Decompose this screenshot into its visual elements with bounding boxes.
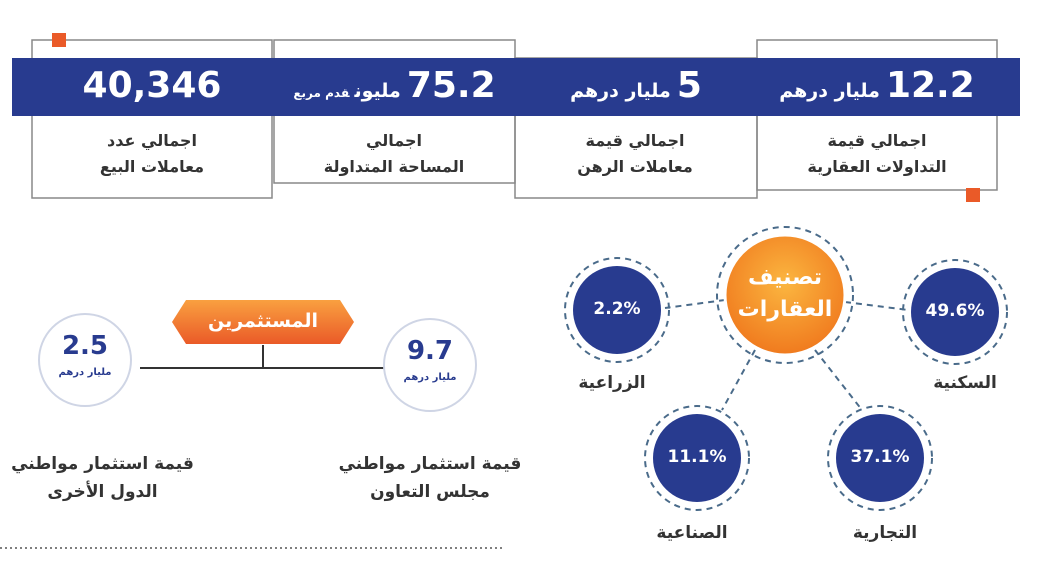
node-value: 2.2%: [593, 299, 641, 319]
stat-unit: مليار درهم: [779, 80, 880, 102]
hub-title-line: العقارات: [737, 297, 833, 322]
stat-box: [31, 39, 273, 199]
stat-label-line: اجمالي: [366, 131, 422, 150]
connector: [844, 301, 909, 311]
investors-badge: [172, 300, 354, 344]
stat-label-line: معاملات الرهن: [577, 157, 693, 176]
stat-label: اجمالي عدد معاملات البيع: [32, 128, 272, 180]
accent-square: [966, 188, 980, 202]
node: [653, 414, 741, 502]
investor-circle: [383, 318, 477, 412]
stat-subunit: قدم مربع: [293, 86, 350, 100]
stat-value-row: 75.2مليون قدم مربع: [262, 60, 527, 112]
node-ring: [902, 259, 1008, 365]
node-label: التجارية: [852, 523, 918, 543]
connector: [814, 349, 863, 411]
node-value: 37.1%: [850, 447, 910, 467]
stat-unit: مليون: [354, 80, 401, 102]
hub-title: تصنيف العقارات: [725, 262, 845, 326]
stat-label-line: معاملات البيع: [99, 157, 205, 176]
investor-unit: مليار درهم: [403, 372, 457, 383]
investor-label: قيمة استثمار مواطني مجلس التعاون: [320, 450, 540, 506]
investor-label-line: الدول الأخرى: [47, 482, 158, 502]
hub: [723, 233, 847, 357]
investor-value: 9.7: [406, 336, 454, 366]
node-ring: [564, 257, 670, 363]
accent-square: [52, 33, 66, 47]
connector: [664, 299, 726, 309]
node-label: الزراعية: [578, 373, 646, 393]
stat-value-row: 5مليار درهم: [515, 60, 757, 112]
stat-label: اجمالي قيمة التداولات العقارية: [757, 128, 997, 180]
investor-label: قيمة استثمار مواطني الدول الأخرى: [0, 450, 205, 506]
investor-unit: مليار درهم: [58, 367, 112, 378]
node: [573, 266, 661, 354]
hub-ring: [716, 226, 854, 364]
stat-label: اجمالي المساحة المتداولة: [274, 128, 514, 180]
stat-label: اجمالي قيمة معاملات الرهن: [515, 128, 755, 180]
investor-label-line: قيمة استثمار مواطني: [338, 454, 522, 474]
investors-title: المستثمرين: [207, 310, 319, 332]
stat-label-line: المساحة المتداولة: [323, 157, 465, 176]
node-label: السكنية: [933, 373, 997, 393]
stat-value: 5: [676, 65, 702, 106]
stat-value: 75.2: [406, 65, 496, 106]
node: [911, 268, 999, 356]
connector: [721, 349, 756, 411]
investor-value: 2.5: [61, 331, 109, 361]
stat-unit: مليار درهم: [570, 80, 671, 102]
stat-label-line: اجمالي قيمة: [827, 131, 927, 150]
node-value: 49.6%: [925, 301, 985, 321]
node-value: 11.1%: [667, 447, 727, 467]
stat-label-line: اجمالي عدد: [107, 131, 197, 150]
stat-value: 40,346: [82, 65, 222, 106]
stat-band: [12, 58, 1020, 116]
stat-label-line: اجمالي قيمة: [585, 131, 685, 150]
investor-label-line: قيمة استثمار مواطني: [11, 454, 194, 474]
stat-label-line: التداولات العقارية: [807, 157, 947, 176]
stat-value-row: 12.2مليار درهم: [757, 60, 997, 112]
node-label: الصناعية: [656, 523, 728, 543]
node: [836, 414, 924, 502]
investor-circle: [38, 313, 132, 407]
node-ring: [827, 405, 933, 511]
hub-title-line: تصنيف: [747, 265, 823, 290]
investor-label-line: مجلس التعاون: [370, 482, 490, 502]
stat-value: 12.2: [885, 65, 975, 106]
node-ring: [644, 405, 750, 511]
